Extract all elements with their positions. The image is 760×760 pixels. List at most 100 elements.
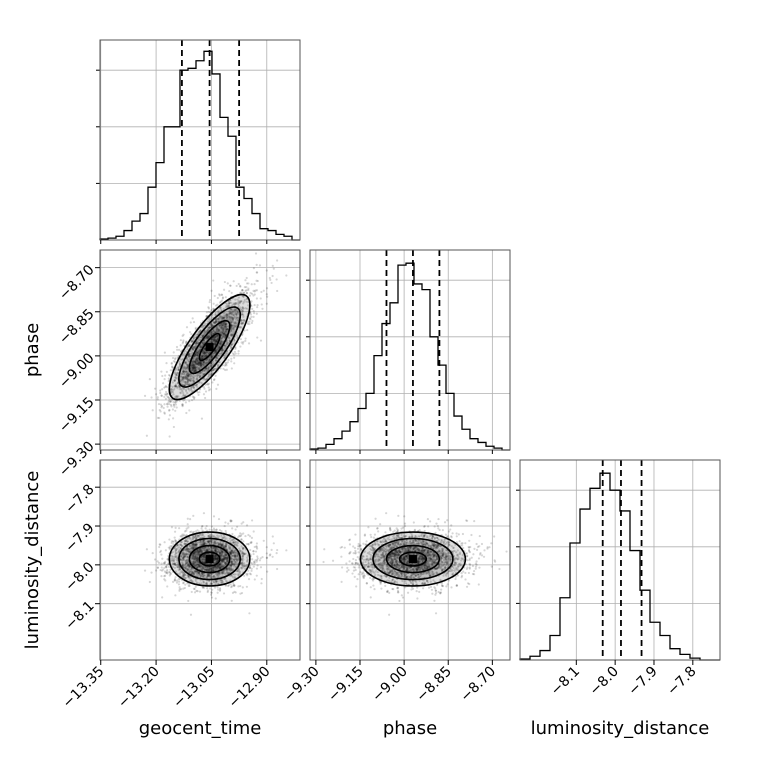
sample-point (218, 342, 221, 346)
sample-point (220, 293, 224, 296)
sample-point (186, 392, 189, 395)
sample-point (183, 366, 187, 369)
sample-point (228, 289, 231, 293)
sample-point (181, 376, 185, 379)
sample-point (220, 317, 223, 320)
sample-point (255, 289, 259, 292)
sample-point (225, 314, 228, 317)
sample-point (208, 364, 212, 367)
sample-point (228, 310, 231, 313)
sample-point (214, 318, 218, 321)
sample-point (166, 402, 169, 405)
sample-point (201, 362, 204, 365)
sample-point (215, 356, 218, 360)
sample-point (168, 402, 171, 406)
sample-point (174, 395, 177, 398)
sample-point (181, 403, 184, 406)
sample-point (211, 332, 215, 335)
sample-point (270, 281, 273, 285)
sample-point (198, 329, 202, 332)
sample-point (225, 571, 228, 574)
sample-point (197, 564, 200, 567)
sample-point (183, 352, 186, 355)
sample-point (180, 389, 183, 392)
sample-point (175, 400, 178, 403)
sample-point (254, 550, 258, 553)
sample-point (222, 316, 226, 319)
sample-point (225, 342, 228, 345)
sample-point (276, 259, 279, 262)
sample-point (171, 385, 174, 389)
sample-point (167, 377, 170, 380)
sample-point (207, 360, 210, 363)
sample-point (245, 524, 249, 527)
sample-point (218, 589, 222, 592)
sample-point (215, 326, 218, 329)
sample-point (245, 564, 248, 568)
sample-point (200, 336, 204, 339)
sample-point (226, 342, 229, 345)
sample-point (171, 580, 175, 583)
sample-point (243, 318, 246, 322)
sample-point (187, 354, 191, 357)
sample-point (192, 356, 196, 359)
sample-point (160, 370, 163, 373)
sample-point (194, 353, 197, 356)
sample-point (189, 352, 193, 356)
sample-point (186, 380, 189, 384)
sample-point (198, 336, 202, 339)
sample-point (207, 357, 210, 360)
sample-point (225, 364, 228, 367)
sample-point (195, 383, 199, 386)
sample-point (184, 370, 188, 373)
sample-point (176, 371, 179, 374)
sample-point (201, 371, 204, 374)
sample-point (231, 327, 234, 331)
sample-point (232, 550, 236, 553)
sample-point (244, 337, 247, 340)
sample-point (234, 346, 237, 349)
sample-point (148, 378, 151, 381)
sample-point (216, 564, 219, 568)
sample-point (196, 557, 199, 560)
sample-point (209, 341, 213, 344)
sample-point (201, 354, 204, 357)
sample-point (225, 313, 229, 317)
sample-point (232, 313, 235, 316)
sample-point (202, 360, 205, 363)
sample-point (203, 574, 207, 577)
sample-point (209, 333, 212, 336)
sample-point (221, 332, 224, 335)
sample-point (213, 378, 216, 381)
sample-point (204, 355, 207, 358)
sample-point (188, 378, 191, 381)
sample-point (221, 328, 225, 331)
sample-point (235, 316, 238, 319)
sample-point (232, 314, 236, 317)
sample-point (202, 351, 206, 354)
sample-point (224, 330, 227, 333)
sample-point (200, 355, 204, 358)
sample-point (208, 373, 211, 376)
sample-point (241, 307, 244, 310)
sample-point (172, 540, 175, 543)
sample-point (210, 365, 213, 368)
sample-point (190, 366, 193, 369)
sample-point (198, 363, 202, 366)
sample-point (182, 380, 185, 383)
sample-point (226, 328, 229, 331)
sample-point (200, 567, 203, 570)
sample-point (230, 343, 233, 346)
sample-point (232, 316, 235, 320)
sample-point (218, 573, 221, 576)
sample-point (192, 369, 195, 372)
sample-point (215, 338, 218, 341)
sample-point (216, 338, 219, 341)
sample-point (225, 316, 228, 319)
sample-point (251, 558, 254, 561)
sample-point (195, 360, 199, 363)
sample-point (239, 325, 243, 329)
sample-point (191, 317, 194, 320)
sample-point (163, 412, 166, 415)
sample-point (210, 354, 213, 357)
